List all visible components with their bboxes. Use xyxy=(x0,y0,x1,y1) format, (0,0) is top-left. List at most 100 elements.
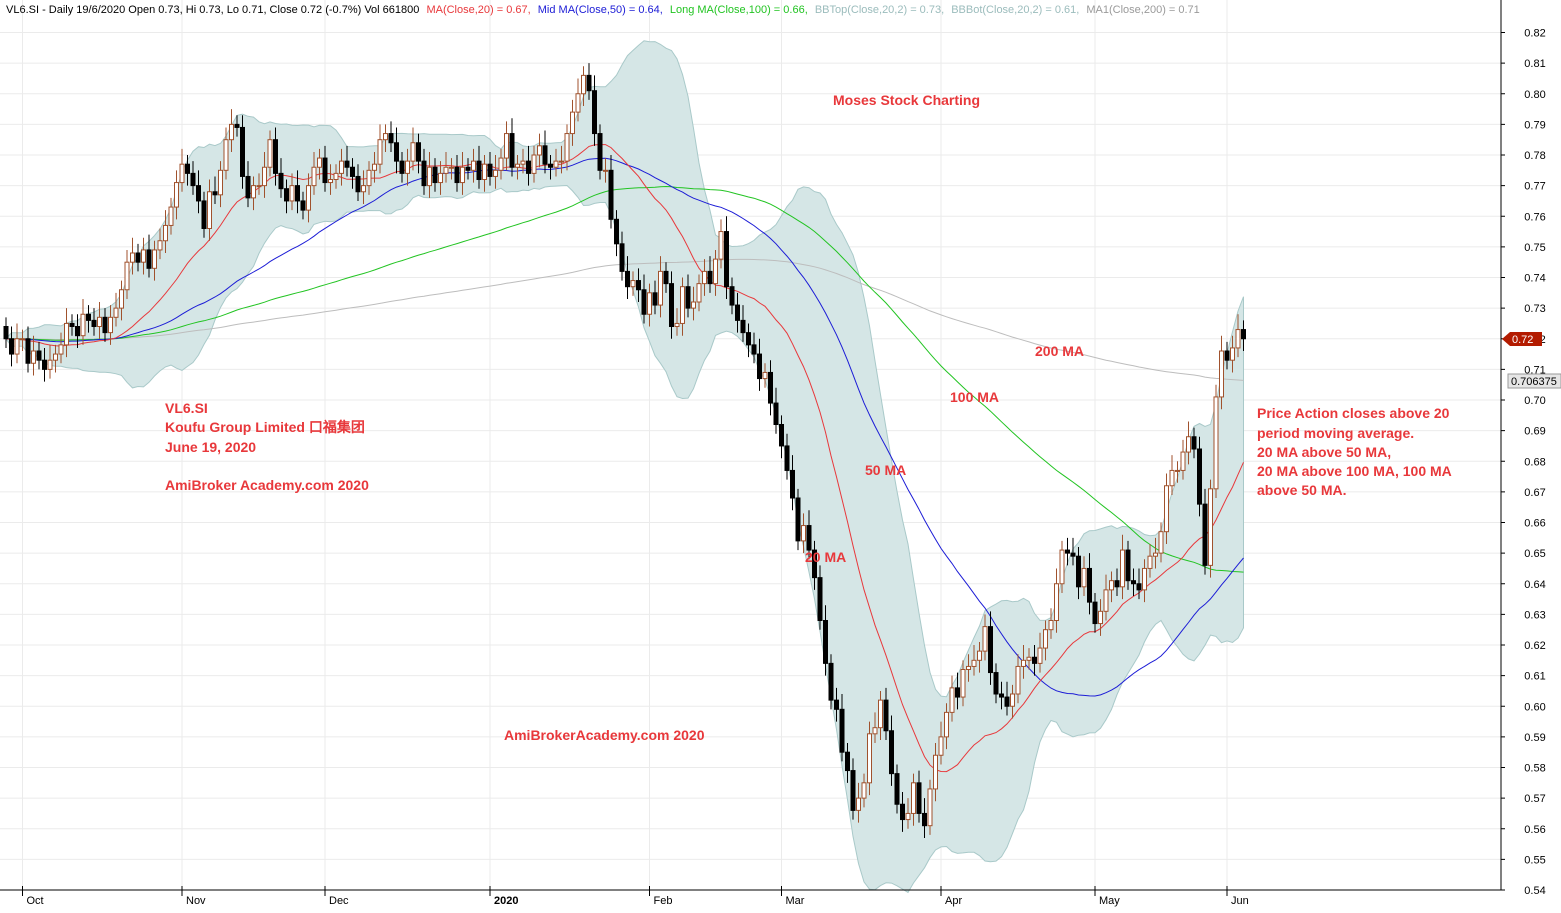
y-tick-label: 0.57 xyxy=(1524,793,1545,805)
candle-body xyxy=(724,231,729,288)
candle xyxy=(971,645,977,676)
candle xyxy=(1021,645,1026,679)
candle-body xyxy=(1208,488,1213,566)
candle xyxy=(834,687,839,722)
candle xyxy=(1230,335,1235,373)
header-bbtop: BBTop(Close,20,2) = 0.73, xyxy=(815,4,944,16)
x-tick-label: Oct xyxy=(27,895,44,907)
candle xyxy=(1142,559,1147,603)
candle-body xyxy=(218,169,223,196)
candle-body xyxy=(740,319,746,334)
label-50-ma: 50 MA xyxy=(865,462,906,478)
candle xyxy=(1059,540,1065,593)
candle xyxy=(966,654,971,682)
y-tick-label: 0.71 xyxy=(1524,364,1545,376)
candle xyxy=(460,151,465,195)
candle xyxy=(410,127,416,171)
x-tick-label: Feb xyxy=(654,895,673,907)
candle xyxy=(817,565,823,630)
ma200-price-tag: 0.706375 xyxy=(1507,373,1561,389)
candle xyxy=(982,614,988,661)
candle xyxy=(570,99,575,146)
candle xyxy=(421,148,427,195)
candle xyxy=(713,249,718,296)
candle xyxy=(861,773,867,808)
candle-body xyxy=(548,163,553,168)
candle-body xyxy=(1186,436,1191,453)
candle xyxy=(784,433,790,480)
candle-body xyxy=(955,687,960,698)
candle-body xyxy=(383,133,388,141)
candle-body xyxy=(86,313,91,321)
candle-body xyxy=(1136,583,1142,591)
candle-body xyxy=(102,316,108,334)
candle-body xyxy=(262,166,267,187)
candle xyxy=(933,743,938,802)
candle-body xyxy=(586,74,592,92)
y-tick-label: 0.76 xyxy=(1524,211,1545,223)
candle xyxy=(487,151,493,186)
candle xyxy=(1197,436,1202,517)
candle-body xyxy=(168,206,174,226)
candle xyxy=(1092,592,1098,633)
header-ma20: MA(Close,20) = 0.67, xyxy=(426,4,530,16)
candle-body xyxy=(1219,350,1224,398)
candles xyxy=(3,63,1246,838)
candle xyxy=(636,268,641,302)
candle-body xyxy=(427,166,432,187)
candle-body xyxy=(883,699,889,732)
candle-body xyxy=(47,359,53,370)
candle-body xyxy=(993,672,999,695)
candle-body xyxy=(647,292,652,315)
candle-body xyxy=(718,231,724,260)
annotation-symbol: VL6.SI xyxy=(165,400,208,416)
candle xyxy=(669,271,674,339)
candle-body xyxy=(295,185,300,202)
candle xyxy=(498,148,504,180)
candle xyxy=(1153,537,1158,569)
candle-body xyxy=(1070,552,1076,557)
candle xyxy=(31,335,36,376)
candle xyxy=(916,770,922,823)
candle-body xyxy=(1098,610,1103,625)
candle xyxy=(911,773,916,826)
candle xyxy=(1147,543,1153,578)
candle-body xyxy=(625,270,630,288)
candle xyxy=(696,274,702,312)
candle-body xyxy=(42,359,47,370)
candle-body xyxy=(124,261,130,291)
candle-body xyxy=(916,782,922,814)
candle-body xyxy=(80,313,86,337)
x-tick-label: Jun xyxy=(1231,895,1249,907)
candle xyxy=(1224,341,1230,370)
label-200-ma: 200 MA xyxy=(1035,343,1084,359)
candle-body xyxy=(751,344,757,355)
candle xyxy=(751,332,757,364)
candle-body xyxy=(493,169,498,177)
candle-body xyxy=(559,160,564,163)
candle xyxy=(135,243,141,272)
candle xyxy=(130,237,135,275)
candle-body xyxy=(603,169,608,172)
candle xyxy=(289,173,295,211)
candle-body xyxy=(1004,696,1010,707)
header-bbbot: BBBot(Close,20,2) = 0.61, xyxy=(951,4,1079,16)
candle xyxy=(141,237,146,275)
y-tick-label: 0.73 xyxy=(1524,303,1545,315)
candle-body xyxy=(432,166,438,184)
candle xyxy=(1087,553,1092,615)
candle xyxy=(152,240,157,281)
candle xyxy=(1032,645,1037,676)
candle xyxy=(1120,534,1125,600)
candle-body xyxy=(465,166,471,171)
candle xyxy=(75,314,80,348)
candle-body xyxy=(1197,448,1202,505)
candle-body xyxy=(828,662,834,701)
candle xyxy=(553,148,559,177)
candle-body xyxy=(399,160,405,174)
ma200-price-value: 0.706375 xyxy=(1511,376,1557,388)
candle xyxy=(427,151,432,198)
candle-body xyxy=(971,659,977,667)
candle-body xyxy=(207,191,212,229)
y-tick-label: 0.56 xyxy=(1524,824,1545,836)
